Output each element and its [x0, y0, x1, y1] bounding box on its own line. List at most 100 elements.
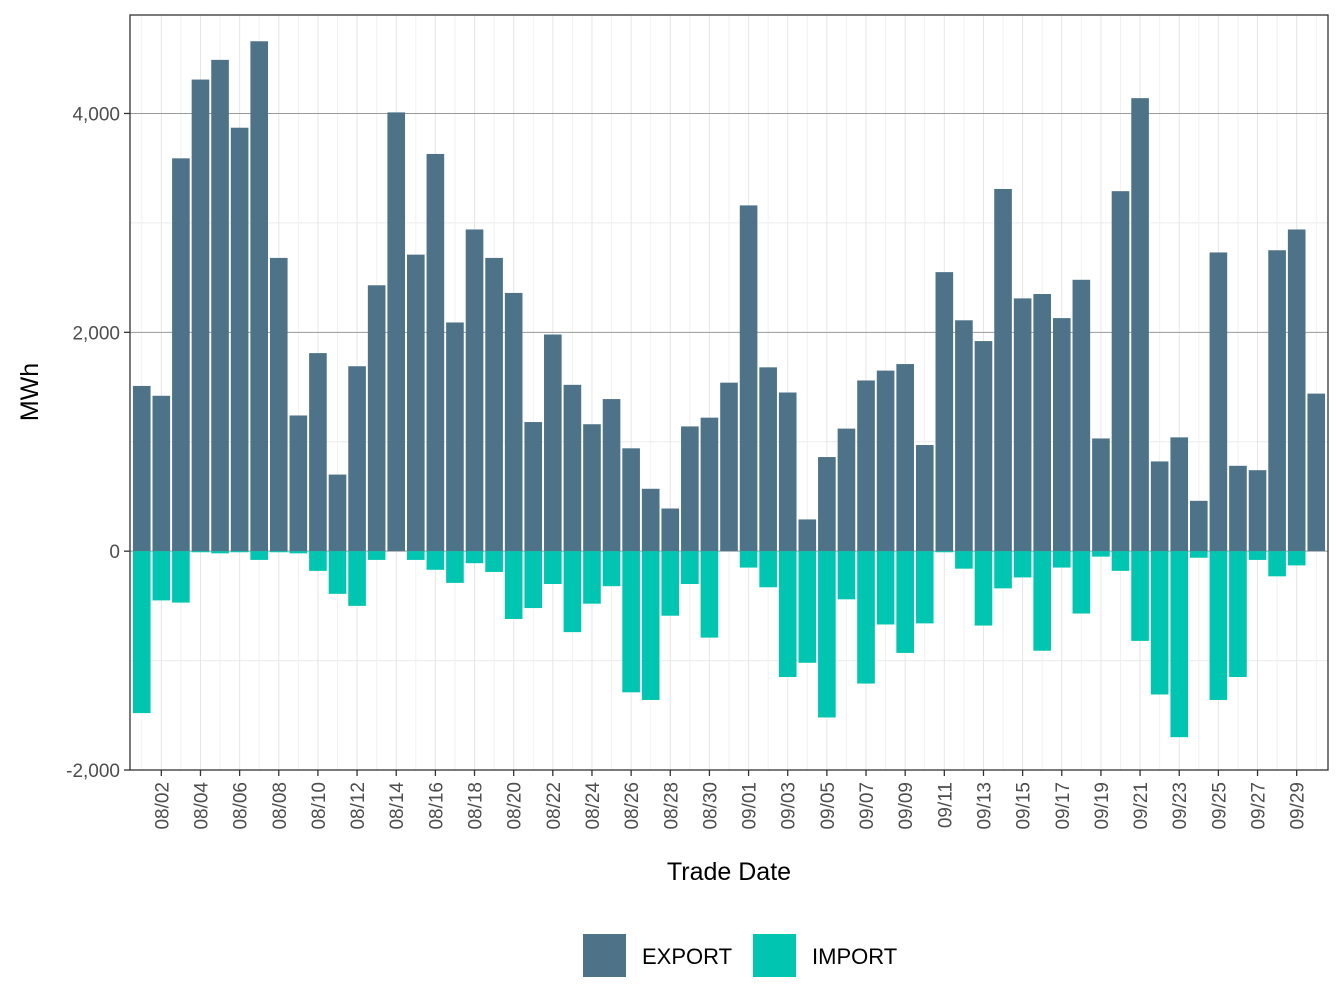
- bar-import: [524, 551, 543, 609]
- bar-import: [1033, 551, 1052, 651]
- legend-label-import: IMPORT: [812, 944, 897, 969]
- bar-export: [426, 153, 445, 552]
- bar-import: [602, 551, 621, 587]
- x-tick-label: 08/16: [426, 782, 447, 830]
- bar-export: [583, 424, 601, 552]
- bar-export: [1209, 252, 1228, 552]
- bar-import: [230, 551, 249, 553]
- bar-export: [289, 415, 308, 552]
- x-tick-label: 09/17: [1053, 782, 1074, 830]
- bar-export: [348, 366, 366, 552]
- bar-export: [1052, 318, 1071, 552]
- legend-swatch-export: [583, 934, 626, 977]
- bar-export: [132, 385, 151, 552]
- x-tick-label: 09/05: [818, 782, 839, 830]
- bar-export: [739, 205, 758, 552]
- x-tick-label: 08/22: [544, 782, 565, 830]
- bar-export: [309, 353, 327, 552]
- bar-import: [406, 551, 425, 560]
- x-tick-label: 08/28: [661, 782, 682, 830]
- bar-export: [1170, 437, 1189, 552]
- x-tick-label: 08/12: [348, 782, 369, 830]
- bar-import: [876, 551, 895, 625]
- bar-import: [896, 551, 914, 653]
- x-tick-label: 09/23: [1170, 782, 1191, 830]
- y-tick-label: 4,000: [72, 104, 120, 125]
- bar-export: [1307, 393, 1326, 552]
- bar-export: [230, 127, 249, 552]
- bar-export: [681, 426, 699, 552]
- x-tick-label: 08/20: [505, 782, 526, 830]
- bar-export: [602, 399, 621, 552]
- bar-export: [994, 188, 1012, 552]
- x-tick-label: 09/19: [1092, 782, 1113, 830]
- bar-export: [1150, 461, 1169, 552]
- bar-import: [1268, 551, 1286, 577]
- bar-import: [132, 551, 151, 714]
- y-axis-title: MWh: [16, 363, 44, 421]
- bar-import: [328, 551, 347, 594]
- bar-import: [1131, 551, 1149, 641]
- bar-import: [915, 551, 934, 624]
- bar-import: [544, 551, 562, 584]
- x-tick-label: 09/01: [740, 782, 761, 830]
- bar-export: [406, 254, 425, 552]
- bar-import: [211, 551, 229, 554]
- bar-export: [211, 59, 229, 552]
- x-tick-label: 08/18: [466, 782, 487, 830]
- bar-import: [739, 551, 758, 568]
- bar-export: [896, 364, 914, 552]
- bars: [132, 41, 1326, 738]
- bar-export: [563, 384, 582, 552]
- x-axis-title: Trade Date: [667, 858, 791, 886]
- bar-export: [152, 395, 171, 552]
- bar-export: [191, 79, 210, 552]
- bar-import: [1092, 551, 1110, 557]
- bar-import: [269, 551, 288, 553]
- bar-import: [641, 551, 660, 700]
- bar-export: [661, 508, 680, 552]
- bar-export: [876, 370, 895, 552]
- bar-import: [309, 551, 327, 571]
- bar-export: [641, 488, 660, 552]
- bar-export: [837, 428, 856, 552]
- x-tick-label: 08/24: [583, 782, 604, 830]
- x-tick-label: 08/14: [387, 782, 408, 830]
- bar-import: [367, 551, 386, 560]
- bar-import: [681, 551, 699, 584]
- bar-export: [622, 448, 640, 552]
- x-tick-label: 08/04: [191, 782, 212, 830]
- bar-export: [1092, 438, 1110, 552]
- bar-import: [250, 551, 269, 560]
- bar-import: [818, 551, 836, 718]
- bar-import: [798, 551, 817, 663]
- bar-import: [426, 551, 445, 570]
- legend-label-export: EXPORT: [642, 944, 732, 969]
- x-tick-label: 09/03: [779, 782, 800, 830]
- x-tick-label: 08/26: [622, 782, 643, 830]
- bar-export: [250, 41, 269, 552]
- y-axis: -2,000 0 2,000 4,000: [66, 104, 130, 782]
- bar-import: [759, 551, 777, 588]
- bar-export: [759, 367, 777, 552]
- bar-import: [446, 551, 464, 583]
- bar-export: [974, 341, 993, 552]
- bar-import: [172, 551, 190, 603]
- bar-import: [935, 551, 954, 553]
- bar-import: [622, 551, 640, 693]
- bar-import: [348, 551, 366, 606]
- bar-import: [974, 551, 993, 626]
- legend-swatch-import: [753, 934, 796, 977]
- x-tick-label: 09/13: [974, 782, 995, 830]
- x-tick-label: 09/09: [896, 782, 917, 830]
- x-tick-label: 09/25: [1209, 782, 1230, 830]
- bar-export: [935, 272, 954, 552]
- x-tick-label: 09/29: [1288, 782, 1309, 830]
- bar-import: [1111, 551, 1130, 571]
- x-tick-label: 09/07: [857, 782, 878, 830]
- bar-import: [955, 551, 973, 569]
- bar-import: [504, 551, 523, 619]
- bar-import: [700, 551, 719, 638]
- bar-import: [1013, 551, 1032, 578]
